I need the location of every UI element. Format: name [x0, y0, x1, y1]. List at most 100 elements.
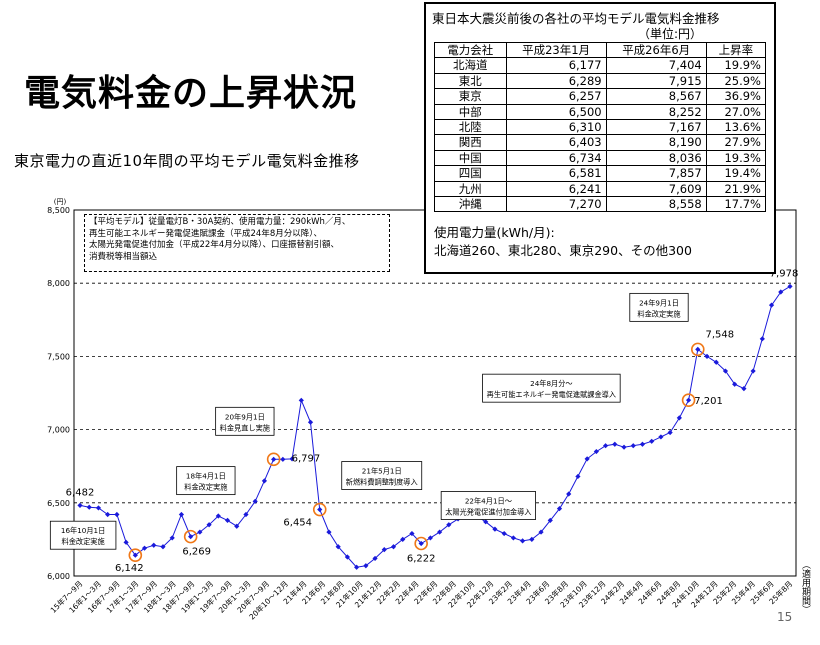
company-cell: 関西 — [434, 134, 507, 151]
note-line: 太陽光発電促進付加金（平成22年4月分以降）、口座振替割引額、 — [89, 240, 339, 250]
data-point — [390, 544, 397, 550]
data-label: 6,222 — [407, 553, 436, 564]
annotation-text: 再生可能エネルギー発電促進賦課金導入 — [487, 390, 616, 399]
table-row: 東北 6,289 7,915 25.9% — [434, 72, 767, 90]
annotation-text: 料金改定実施 — [637, 309, 680, 318]
company-cell: 東北 — [434, 72, 507, 90]
y-tick-label: 8,500 — [47, 206, 70, 215]
data-point — [317, 506, 323, 513]
slide-subtitle: 東京電力の直近10年間の平均モデル電気料金推移 — [14, 152, 360, 170]
data-point — [759, 336, 765, 342]
data-label: 7,978 — [770, 268, 799, 279]
highlight-circle — [183, 529, 198, 544]
value-cell: 6,257 — [505, 88, 607, 105]
usage-line: 使用電力量(kWh/月): — [434, 225, 555, 240]
header-cell: 上昇率 — [705, 41, 767, 59]
value-cell: 8,558 — [605, 196, 707, 213]
annotation-text: 24年9月1日 — [639, 298, 679, 307]
data-point — [778, 289, 784, 295]
data-point — [732, 381, 738, 387]
data-point — [409, 530, 415, 537]
data-point — [197, 529, 203, 535]
data-point — [575, 473, 581, 480]
data-point — [224, 517, 231, 523]
value-cell: 6,310 — [505, 119, 607, 136]
value-cell: 19.4% — [705, 165, 767, 182]
company-cell: 中国 — [434, 149, 507, 167]
highlight-circle — [266, 452, 281, 467]
header-cell: 電力会社 — [434, 41, 507, 59]
data-point — [519, 538, 526, 544]
price-comparison-table: 電力会社 平成23年1月 平成26年6月 上昇率 北海道 6,177 7,404 19… — [434, 41, 767, 213]
data-point — [160, 544, 166, 550]
value-cell: 19.3% — [705, 149, 767, 167]
value-cell: 7,270 — [505, 196, 607, 213]
period-note: （適用期間） — [800, 560, 810, 614]
page-number: 15 — [777, 610, 793, 624]
company-cell: 北海道 — [434, 57, 507, 74]
data-label: 6,797 — [292, 453, 321, 464]
value-cell: 6,241 — [505, 180, 607, 198]
data-label: 6,482 — [66, 487, 95, 498]
annotation-text: 料金見直し実施 — [220, 423, 270, 432]
data-point — [418, 540, 424, 547]
highlight-circle — [681, 393, 696, 407]
annotation-box — [440, 491, 536, 520]
data-point — [234, 523, 240, 529]
highlight-circle — [312, 502, 327, 517]
data-point — [86, 504, 92, 510]
data-point — [105, 511, 111, 518]
value-cell: 6,289 — [505, 72, 607, 90]
data-point — [630, 443, 636, 449]
data-point — [529, 536, 535, 542]
data-point — [271, 456, 277, 462]
data-point — [612, 441, 618, 447]
header-cell: 平成23年1月 — [505, 41, 607, 59]
data-point — [704, 353, 710, 359]
table-title: 東日本大震災前後の各社の平均モデル電気料金推移 — [432, 11, 720, 26]
data-point — [787, 283, 793, 290]
company-cell: 九州 — [434, 180, 507, 198]
value-cell: 7,404 — [605, 57, 707, 74]
data-point — [427, 535, 433, 541]
data-point — [750, 368, 756, 374]
annotation-text: 料金改定実施 — [184, 483, 227, 492]
highlight-circle — [690, 342, 705, 357]
data-point — [114, 511, 120, 518]
data-point — [649, 438, 655, 444]
data-point — [685, 397, 692, 403]
value-cell: 13.6% — [705, 119, 767, 136]
usage-line: 北海道260、東北280、東京290、その他300 — [434, 243, 692, 258]
company-cell: 北陸 — [434, 119, 507, 136]
annotation-text: 20年9月1日 — [225, 412, 265, 421]
price-comparison-table-box: 東日本大震災前後の各社の平均モデル電気料金推移 （単位:円） 電力会社 平成23… — [424, 2, 776, 274]
data-point — [123, 539, 129, 545]
note-line: 再生可能エネルギー発電促進賦課金（平成24年8月分以降）、 — [89, 228, 322, 239]
data-point — [307, 419, 314, 425]
data-point — [547, 517, 553, 523]
data-point — [280, 456, 286, 462]
annotation-text: 22年4月1日～ — [465, 496, 512, 505]
note-line: 消費税等相当額込 — [89, 251, 158, 262]
value-cell: 8,252 — [605, 103, 707, 121]
data-point — [584, 456, 590, 462]
value-cell: 7,857 — [605, 165, 707, 182]
annotation-text: 料金改定実施 — [62, 537, 105, 546]
value-cell: 21.9% — [705, 180, 767, 198]
annotation-text: 18年4月1日 — [186, 472, 226, 481]
data-point — [95, 505, 102, 511]
data-label: 6,269 — [182, 547, 211, 558]
data-point — [566, 491, 572, 497]
data-point — [363, 563, 369, 569]
note-line: 【平均モデル】従量電灯B・30A契約、使用電力量：290kWh／月、 — [89, 217, 351, 227]
data-point — [556, 506, 563, 512]
data-label: 7,201 — [694, 396, 723, 407]
model-note-box: 【平均モデル】従量電灯B・30A契約、使用電力量：290kWh／月、 再生可能エ… — [84, 214, 390, 272]
annotation-box — [176, 466, 236, 496]
data-point — [326, 529, 332, 535]
y-tick-label: 7,000 — [47, 426, 70, 435]
data-point — [602, 443, 609, 449]
data-point — [215, 513, 221, 519]
data-point — [676, 415, 682, 421]
